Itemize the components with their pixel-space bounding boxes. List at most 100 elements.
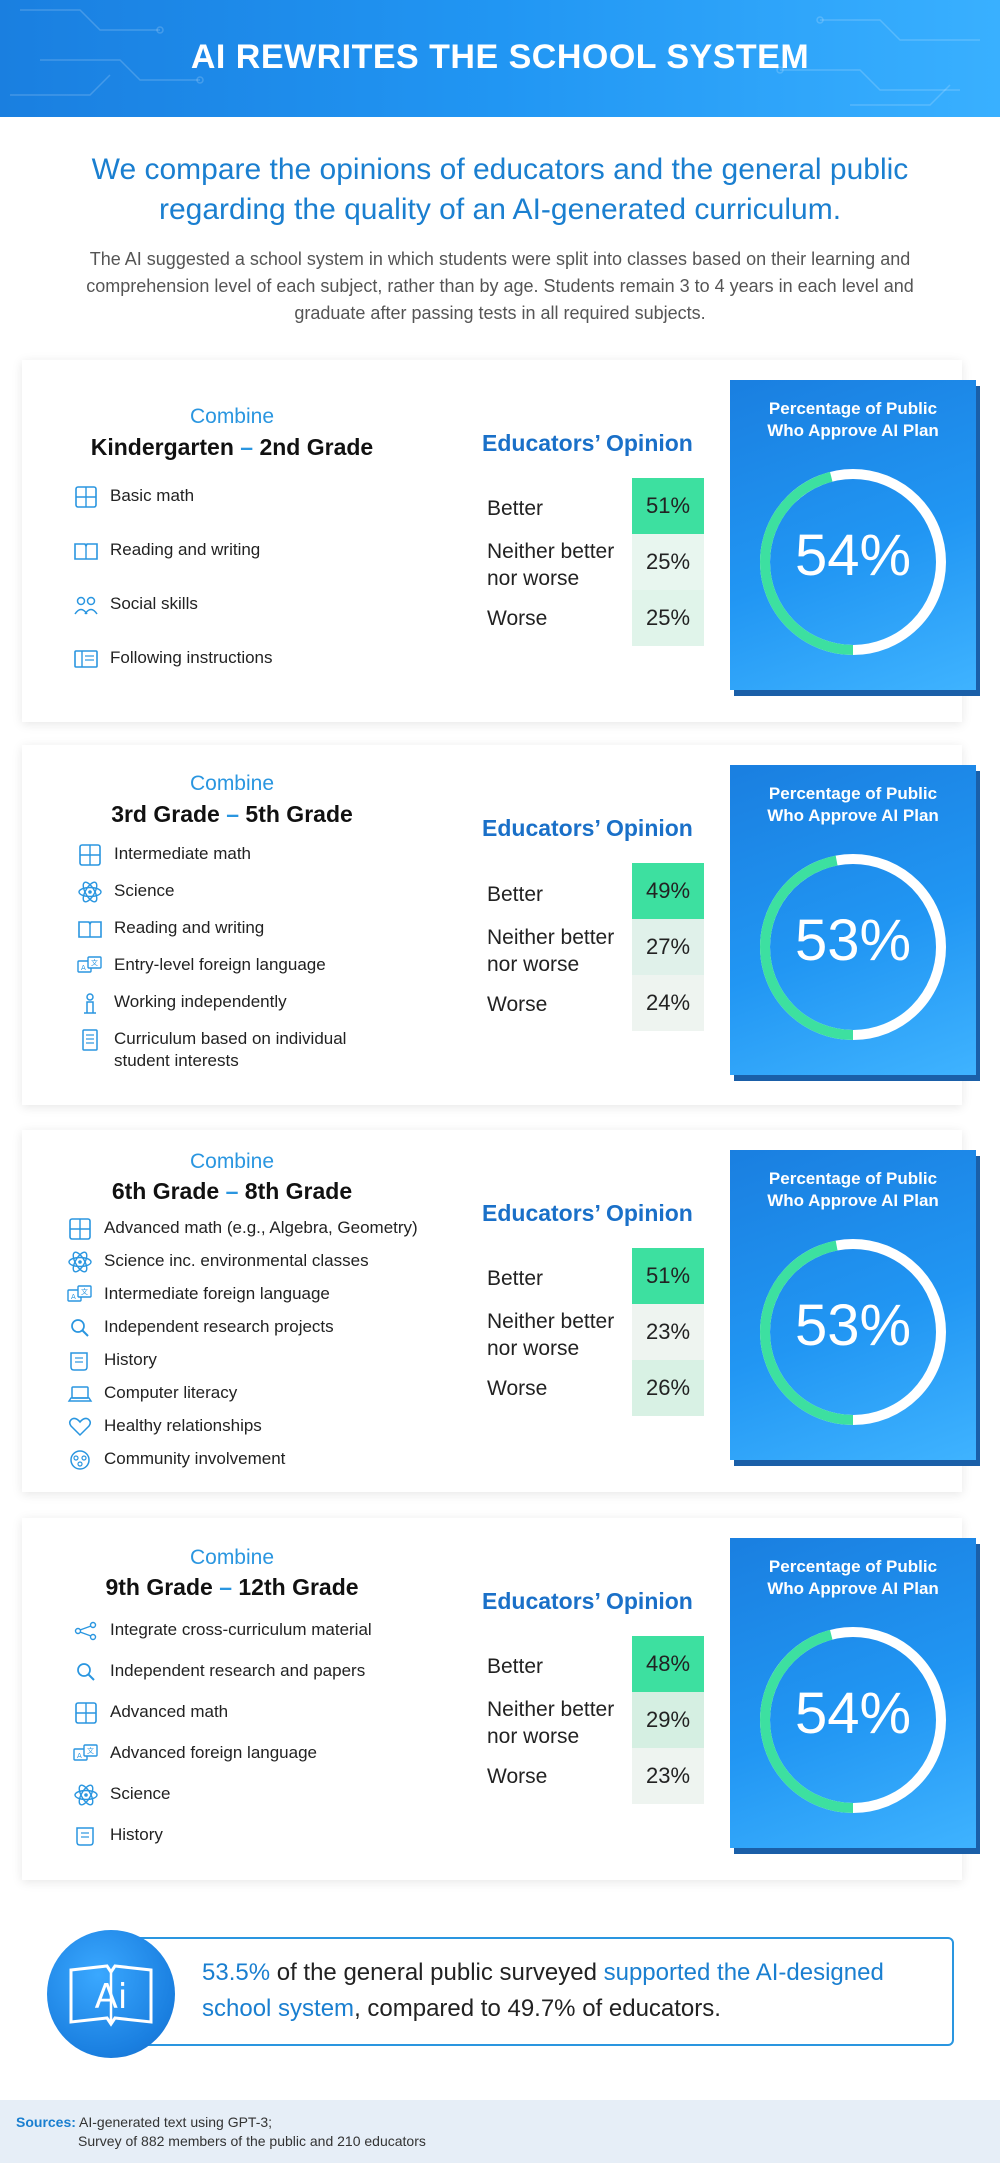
combine-label: Combine	[189, 1150, 275, 1173]
approval-ring	[760, 469, 946, 655]
public-approval-title: Percentage of Public Who Approve AI Plan	[767, 1557, 939, 1598]
calculator-icon	[72, 485, 100, 509]
ai-book-icon: Ai	[47, 1930, 175, 2058]
svg-text:A: A	[71, 1293, 76, 1301]
curriculum-item: Integrate cross-curriculum material	[72, 1619, 372, 1643]
combine-label: Combine	[189, 405, 275, 428]
opinion-label-better: Better	[487, 1267, 544, 1290]
curriculum-item: Working independently	[76, 991, 287, 1015]
grade-range: 3rd Grade – 5th Grade	[111, 801, 353, 827]
sources-line-2: Survey of 882 members of the public and …	[78, 2133, 426, 2149]
public-approval-box: Percentage of Public Who Approve AI Plan …	[730, 1538, 976, 1848]
public-approval-box: Percentage of Public Who Approve AI Plan …	[730, 380, 976, 690]
approval-ring	[760, 854, 946, 1040]
curriculum-item: Healthy relationships	[66, 1415, 262, 1439]
curriculum-item: Social skills	[72, 593, 198, 617]
grade-card	[22, 1130, 477, 1492]
opinion-value-better: 51%	[632, 478, 704, 534]
opinion-label-better: Better	[487, 1655, 544, 1678]
opinion-value-better: 48%	[632, 1636, 704, 1692]
intro-title: We compare the opinions of educators and…	[91, 153, 909, 226]
scroll-icon	[66, 1349, 94, 1373]
svg-text:A: A	[77, 1752, 82, 1760]
document-icon	[76, 1028, 104, 1052]
curriculum-item: Science inc. environmental classes	[66, 1250, 369, 1274]
public-approval-percent: 53%	[794, 1293, 912, 1358]
curriculum-item: A 文 Intermediate foreign language	[66, 1283, 330, 1307]
atom-icon	[72, 1783, 100, 1807]
curriculum-item: Community involvement	[66, 1448, 285, 1472]
summary-box	[118, 1937, 954, 2046]
opinion-label-better: Better	[487, 497, 544, 520]
heart-icon	[66, 1415, 94, 1439]
educators-opinion-title: Educators’ Opinion	[482, 1200, 693, 1226]
public-approval-percent: 53%	[794, 908, 912, 973]
summary-text: 53.5% of the general public surveyed sup…	[202, 1959, 884, 2022]
combine-label: Combine	[189, 1546, 275, 1569]
sources-footer: Sources: AI-generated text using GPT-3; …	[0, 2100, 1000, 2163]
curriculum-item: Advanced math (e.g., Algebra, Geometry)	[66, 1217, 418, 1241]
book-icon	[76, 917, 104, 941]
opinion-label-worse: Worse	[487, 607, 548, 630]
ring-fill	[760, 469, 946, 655]
instructions-icon	[72, 647, 100, 671]
calculator-icon	[76, 843, 104, 867]
curriculum-item: Computer literacy	[66, 1382, 237, 1406]
curriculum-item: A 文 Entry-level foreign language	[76, 954, 326, 978]
public-approval-title: Percentage of Public Who Approve AI Plan	[767, 399, 939, 440]
opinion-value-neither: 27%	[632, 919, 704, 975]
public-approval-box: Percentage of Public Who Approve AI Plan …	[730, 1150, 976, 1460]
opinion-label-neither: Neither better nor worse	[487, 1310, 615, 1360]
opinion-value-worse: 23%	[632, 1748, 704, 1804]
curriculum-item: Basic math	[72, 485, 194, 509]
curriculum-item: Advanced math	[72, 1701, 228, 1725]
curriculum-item: Intermediate math	[76, 843, 251, 867]
combine-label: Combine	[189, 772, 275, 795]
educators-opinion-title: Educators’ Opinion	[482, 815, 693, 841]
people-icon	[72, 593, 100, 617]
public-approval-title: Percentage of Public Who Approve AI Plan	[767, 1169, 939, 1210]
circuit-pattern	[10, 9, 980, 106]
public-approval-percent: 54%	[794, 1681, 912, 1746]
opinion-label-better: Better	[487, 883, 544, 906]
curriculum-item: Reading and writing	[72, 539, 260, 563]
magnifier-icon	[72, 1660, 100, 1684]
atom-icon	[76, 880, 104, 904]
section-k-2: Combine Kindergarten – 2nd Grade Basic m…	[22, 360, 976, 722]
svg-text:文: 文	[91, 958, 98, 967]
grade-range: 6th Grade – 8th Grade	[111, 1178, 353, 1204]
svg-text:文: 文	[87, 1746, 94, 1755]
grade-range: Kindergarten – 2nd Grade	[90, 434, 374, 460]
public-approval-title: Percentage of Public Who Approve AI Plan	[767, 784, 939, 825]
educators-opinion-title: Educators’ Opinion	[482, 1588, 693, 1614]
person-icon	[76, 991, 104, 1015]
page-title: AI REWRITES THE SCHOOL SYSTEM	[190, 38, 810, 76]
scroll-icon	[72, 1824, 100, 1848]
opinion-value-neither: 23%	[632, 1304, 704, 1360]
network-icon	[72, 1619, 100, 1643]
opinion-value-neither: 25%	[632, 534, 704, 590]
approval-ring	[760, 1627, 946, 1813]
calculator-icon	[66, 1217, 94, 1241]
curriculum-item: Independent research projects	[66, 1316, 334, 1340]
section-9-12: Combine 9th Grade – 12th Grade Integrate…	[22, 1518, 976, 1880]
opinion-value-neither: 29%	[632, 1692, 704, 1748]
public-approval-box: Percentage of Public Who Approve AI Plan …	[730, 765, 976, 1075]
laptop-icon	[66, 1382, 94, 1406]
ring-fill	[760, 1627, 946, 1813]
section-3-5: Combine 3rd Grade – 5th Grade Intermedia…	[22, 745, 976, 1105]
sources-line-1: Sources: AI-generated text using GPT-3;	[16, 2114, 273, 2130]
section-6-8: Combine 6th Grade – 8th Grade Advanced m…	[22, 1130, 976, 1492]
approval-ring	[760, 1239, 946, 1425]
opinion-label-worse: Worse	[487, 993, 548, 1016]
atom-icon	[66, 1250, 94, 1274]
intro-body: The AI suggested a school system in whic…	[86, 249, 914, 323]
curriculum-item: A 文 Advanced foreign language	[72, 1742, 317, 1766]
grade-card	[22, 745, 477, 1105]
book-icon	[72, 539, 100, 563]
svg-text:Ai: Ai	[95, 1977, 128, 2017]
grade-range: 9th Grade – 12th Grade	[105, 1574, 359, 1600]
